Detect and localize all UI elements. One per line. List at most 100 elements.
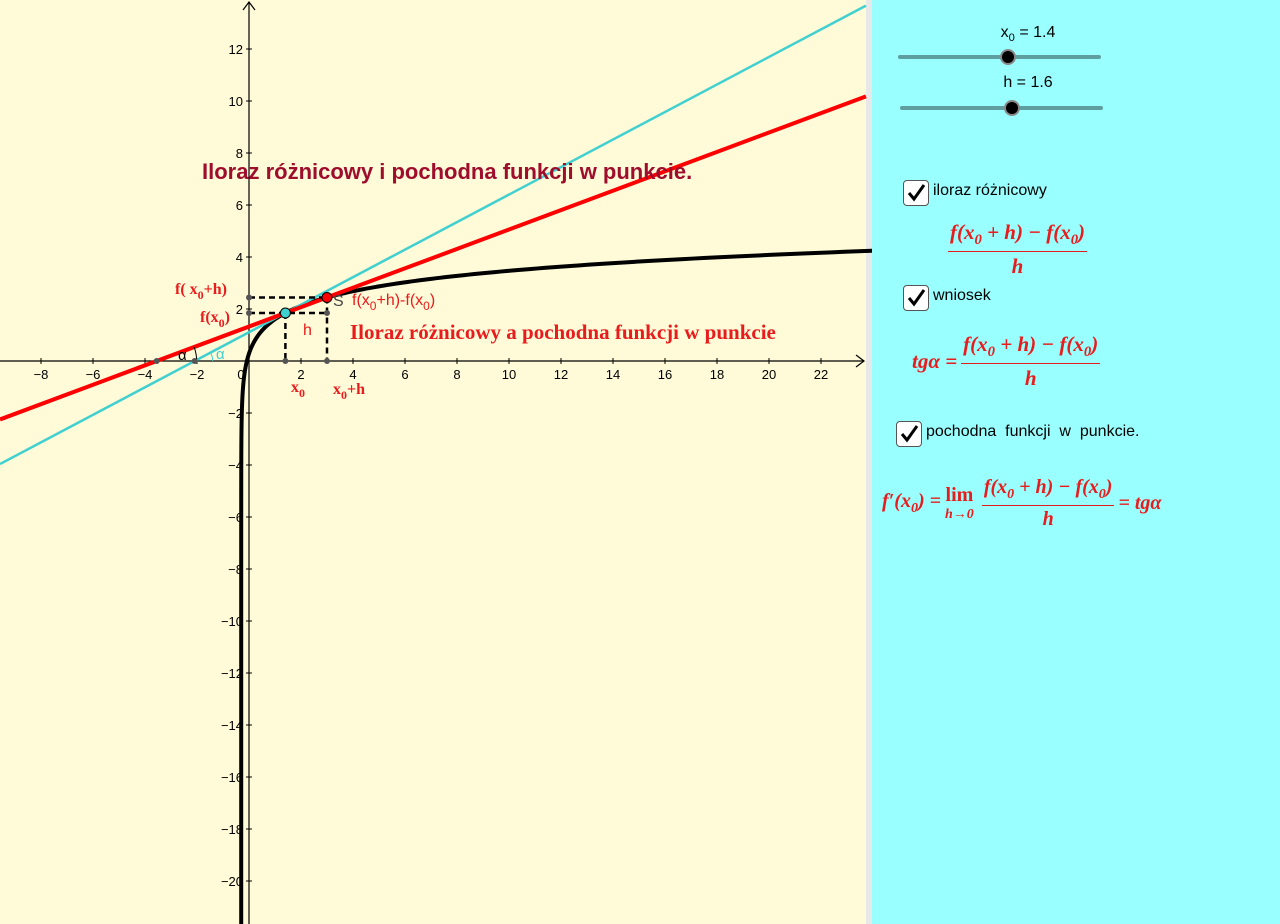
label-alpha: α — [216, 346, 225, 363]
text-part: + h) − f(x — [1014, 476, 1099, 498]
x-tick-label: 4 — [349, 367, 356, 382]
text-part: ) — [430, 292, 435, 309]
text-part: h — [1024, 366, 1037, 391]
y-tick-label: −12 — [221, 666, 243, 681]
subscript: 0 — [219, 316, 225, 330]
x-tick-label: 6 — [401, 367, 408, 382]
y-tick-label: −10 — [221, 614, 243, 629]
x-tick-label: 14 — [606, 367, 620, 382]
label-diff: f(x0+h)-f(x0) — [352, 292, 435, 313]
divider — [866, 0, 872, 924]
subscript: 0 — [1007, 487, 1015, 502]
label-x0-h: x0+h — [333, 381, 365, 402]
label-f-x0-h: f( x0+h) — [175, 281, 227, 302]
text-part: x — [1000, 24, 1009, 41]
helper-point — [246, 294, 252, 301]
formula-rhs: = tgα — [1118, 492, 1161, 515]
helper-point — [324, 309, 330, 316]
y-tick-label: 2 — [236, 302, 243, 317]
subscript: 0 — [1008, 32, 1015, 45]
denominator-text: h — [1043, 508, 1054, 530]
text-part: ) = — [917, 490, 942, 512]
label-f-x0: f(x0) — [200, 309, 230, 330]
subscript: 0 — [910, 501, 918, 516]
subscript: 0 — [370, 299, 377, 313]
fraction: f(x0 + h) − f(x0) h — [981, 476, 1115, 531]
helper-point — [191, 358, 198, 364]
subscript: 0 — [341, 388, 347, 402]
limit-word: lim — [945, 484, 974, 506]
text-part: +h) — [204, 281, 227, 298]
point-x0 — [279, 307, 291, 319]
label-s: S — [333, 293, 344, 310]
text-part: ) — [1091, 332, 1099, 356]
x-tick-label: 16 — [658, 367, 672, 382]
text-part: f( x — [175, 281, 198, 298]
checkbox[interactable] — [903, 180, 929, 206]
limit-sub: h→0 — [945, 507, 974, 522]
formula-lhs: f′(x0) = — [882, 490, 941, 517]
label-alpha: α — [178, 347, 187, 364]
text-part: α — [178, 347, 187, 364]
text-part: f(x — [963, 332, 988, 356]
y-tick-label: 6 — [236, 198, 243, 213]
slider-knob[interactable] — [1000, 49, 1016, 65]
numerator: f(x0 + h) − f(x0) — [948, 220, 1088, 253]
text-part: + h) − f(x — [981, 220, 1071, 244]
slider-caption: x0 = 1.4 — [1000, 24, 1056, 45]
x-tick-label: −4 — [138, 367, 153, 382]
x-tick-label: 8 — [453, 367, 460, 382]
formula: tgα = f(x0 + h) − f(x0) h — [912, 332, 1104, 391]
formula-lhs: tgα = — [912, 349, 957, 374]
graphics-view: −8 −6 −4 −2 0 2 4 6 8 10 12 14 16 18 20 2212108642−2−4−… — [0, 0, 872, 924]
checkbox-label: pochodna funkcji w punkcie. — [926, 423, 1140, 440]
y-tick-label: 4 — [236, 250, 243, 265]
x-tick-label: −6 — [86, 367, 101, 382]
x-tick-label: 20 — [762, 367, 776, 382]
numerator-text: f(x0 + h) − f(x0) — [963, 332, 1099, 360]
text-part: x — [333, 381, 341, 398]
slider-knob[interactable] — [1004, 100, 1020, 116]
checkmark — [907, 184, 926, 202]
numerator: f(x0 + h) − f(x0) — [981, 476, 1115, 506]
y-tick-label: −2 — [228, 406, 243, 421]
text-part: h — [303, 322, 312, 339]
text-part: α — [216, 346, 225, 363]
text-part: S — [333, 293, 344, 310]
subscript: 0 — [423, 299, 430, 313]
subscript: 0 — [1098, 487, 1106, 502]
text-part: tgα = — [912, 349, 958, 374]
text-part: h — [1042, 508, 1054, 530]
subscript: 0 — [974, 232, 982, 249]
text-part: f(x — [200, 309, 219, 326]
y-tick-label: −20 — [221, 874, 243, 889]
tangent-line — [0, 4, 867, 466]
x-tick-label: 0 — [237, 367, 244, 382]
text-part: h — [1011, 254, 1024, 279]
x-tick-label: −8 — [34, 367, 49, 382]
function-curve — [239, 248, 872, 924]
text-part: ) — [1105, 476, 1113, 498]
checkbox[interactable] — [903, 285, 929, 311]
graph-background — [0, 0, 866, 924]
subscript: 0 — [299, 386, 305, 400]
checkmark — [900, 425, 919, 443]
limit: lim h→0 — [945, 484, 974, 523]
point-s — [321, 291, 333, 303]
x-tick-label: 18 — [710, 367, 724, 382]
helper-point — [246, 309, 252, 316]
x-tick-label: 2 — [297, 367, 304, 382]
checkbox[interactable] — [896, 421, 922, 447]
fraction: f(x0 + h) − f(x0) h — [961, 332, 1101, 391]
fraction: f(x0 + h) − f(x0) h — [948, 220, 1088, 279]
checkbox-label: iloraz różnicowy — [933, 182, 1047, 199]
y-tick-label: 8 — [236, 146, 243, 161]
text-part: h = 1.6 — [1003, 74, 1053, 91]
subscript: 0 — [987, 344, 996, 361]
secant-line — [0, 94, 867, 422]
y-tick-label: 12 — [229, 42, 243, 57]
text-part: f(x — [983, 476, 1008, 498]
y-tick-label: −14 — [221, 718, 243, 733]
slider-track — [898, 55, 1101, 59]
